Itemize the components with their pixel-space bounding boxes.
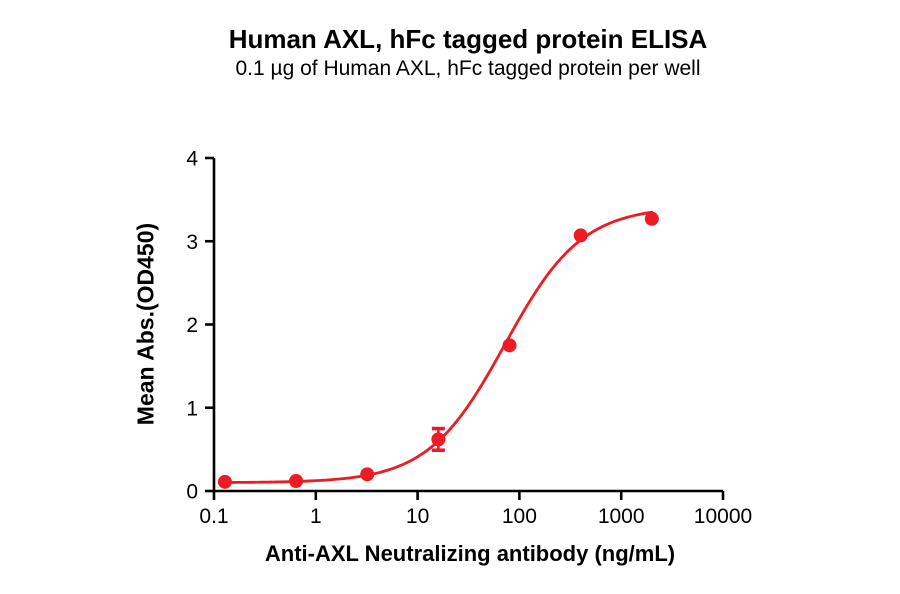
y-tick-label: 1 <box>186 397 198 420</box>
chart-title: Human AXL, hFc tagged protein ELISA <box>228 24 708 54</box>
y-tick-label: 4 <box>186 148 198 171</box>
data-point <box>573 228 588 243</box>
chart-subtitle: 0.1 µg of Human AXL, hFc tagged protein … <box>235 57 701 80</box>
x-tick-label: 1 <box>310 505 322 528</box>
data-point <box>289 474 304 489</box>
y-tick-label: 2 <box>186 314 198 337</box>
x-tick-label: 1000 <box>598 505 645 528</box>
x-tick-label: 10 <box>406 505 429 528</box>
x-tick-label: 0.1 <box>199 505 228 528</box>
y-tick-label: 3 <box>186 231 198 254</box>
x-axis-label: Anti-AXL Neutralizing antibody (ng/mL) <box>264 541 676 566</box>
data-point <box>431 432 446 447</box>
x-tick-label: 100 <box>502 505 537 528</box>
data-point <box>644 211 659 226</box>
y-tick-label: 0 <box>186 481 198 504</box>
x-tick-label: 10000 <box>694 505 752 528</box>
data-point <box>502 338 517 353</box>
data-point <box>360 467 375 482</box>
data-point <box>217 474 232 489</box>
